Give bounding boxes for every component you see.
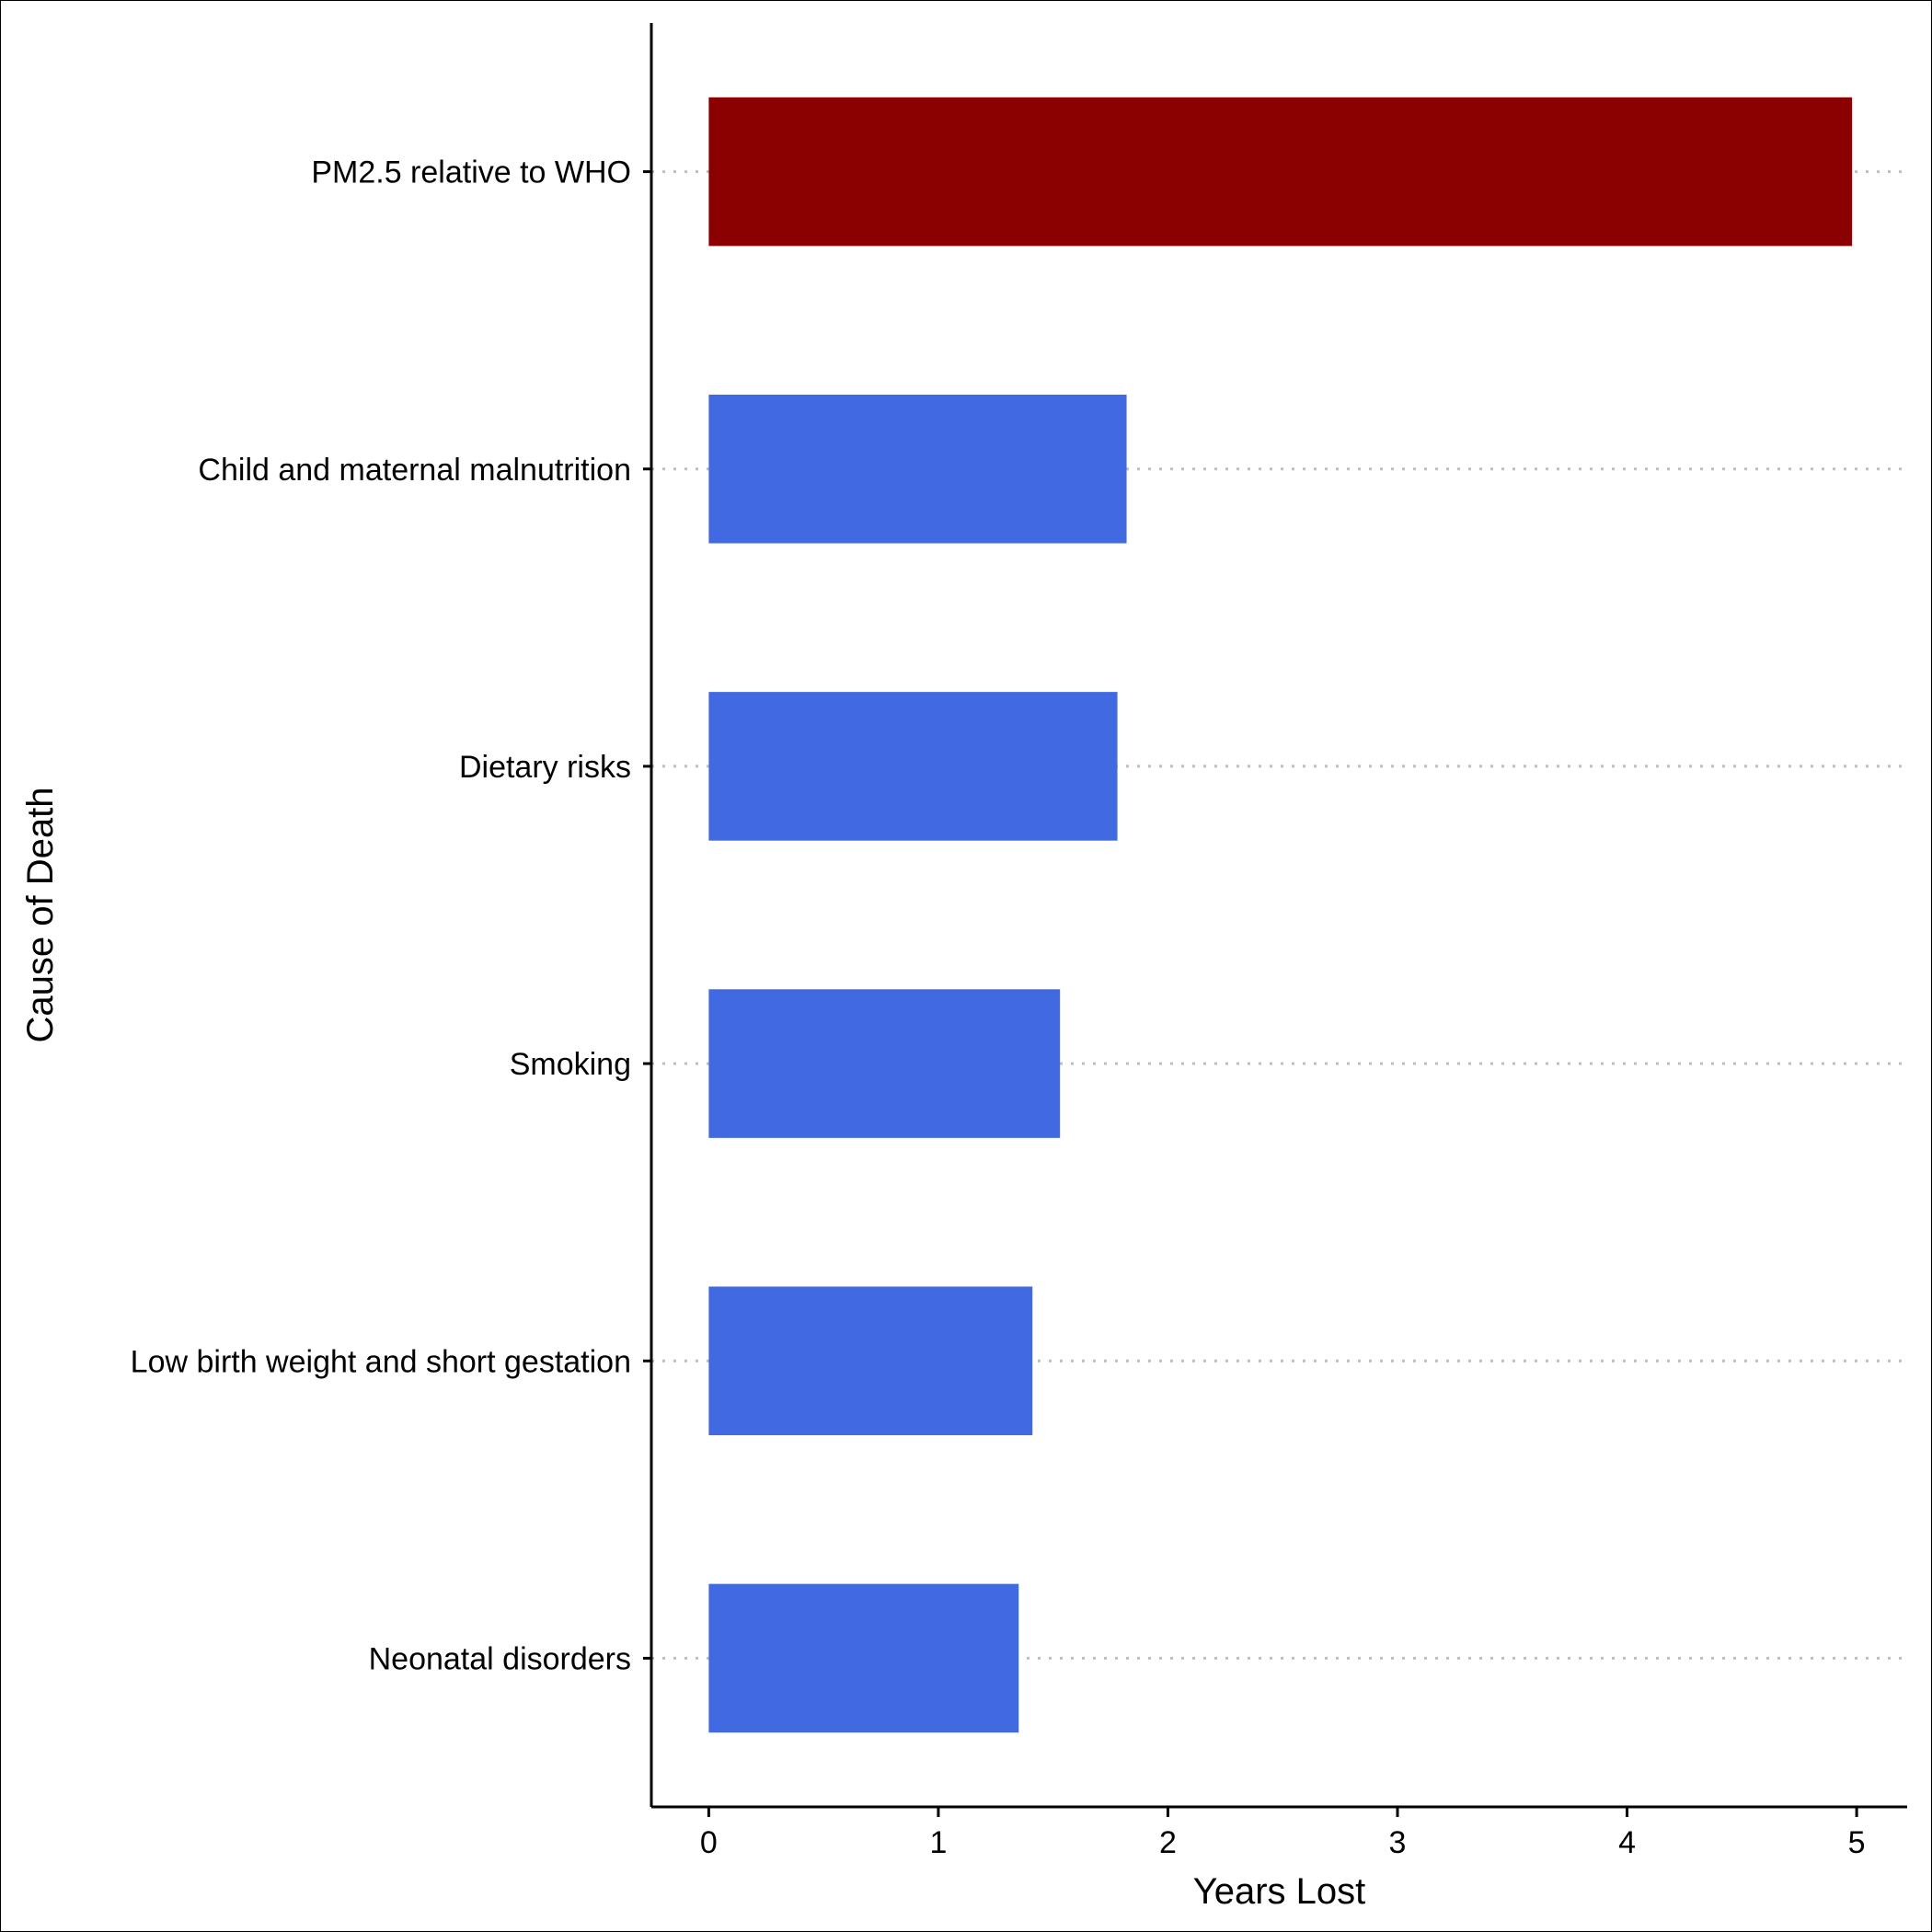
x-axis-title: Years Lost [1193, 1871, 1366, 1912]
x-tick-label: 4 [1618, 1825, 1636, 1860]
y-tick-label: Smoking [510, 1047, 631, 1082]
bar [708, 989, 1061, 1138]
bar [708, 692, 1118, 841]
y-tick-label: Neonatal disorders [369, 1641, 631, 1676]
x-tick-label: 2 [1159, 1825, 1177, 1860]
x-tick-label: 0 [700, 1825, 718, 1860]
bar [708, 1583, 1019, 1733]
bar [708, 97, 1853, 247]
x-tick-label: 3 [1389, 1825, 1407, 1860]
y-tick-label: Dietary risks [459, 750, 631, 785]
x-tick-label: 1 [929, 1825, 947, 1860]
y-axis-title: Cause of Death [20, 788, 61, 1043]
bar [708, 394, 1127, 544]
bar [708, 1286, 1033, 1436]
y-tick-label: Low birth weight and short gestation [131, 1344, 631, 1379]
x-tick-label: 5 [1848, 1825, 1866, 1860]
bars [708, 97, 1853, 1733]
y-tick-label: PM2.5 relative to WHO [311, 155, 631, 190]
y-tick-label: Child and maternal malnutrition [198, 453, 631, 488]
y-ticks: PM2.5 relative to WHO Child and maternal … [131, 155, 651, 1676]
axes [650, 23, 1907, 1809]
x-ticks: 0 1 2 3 4 5 [700, 1807, 1866, 1860]
